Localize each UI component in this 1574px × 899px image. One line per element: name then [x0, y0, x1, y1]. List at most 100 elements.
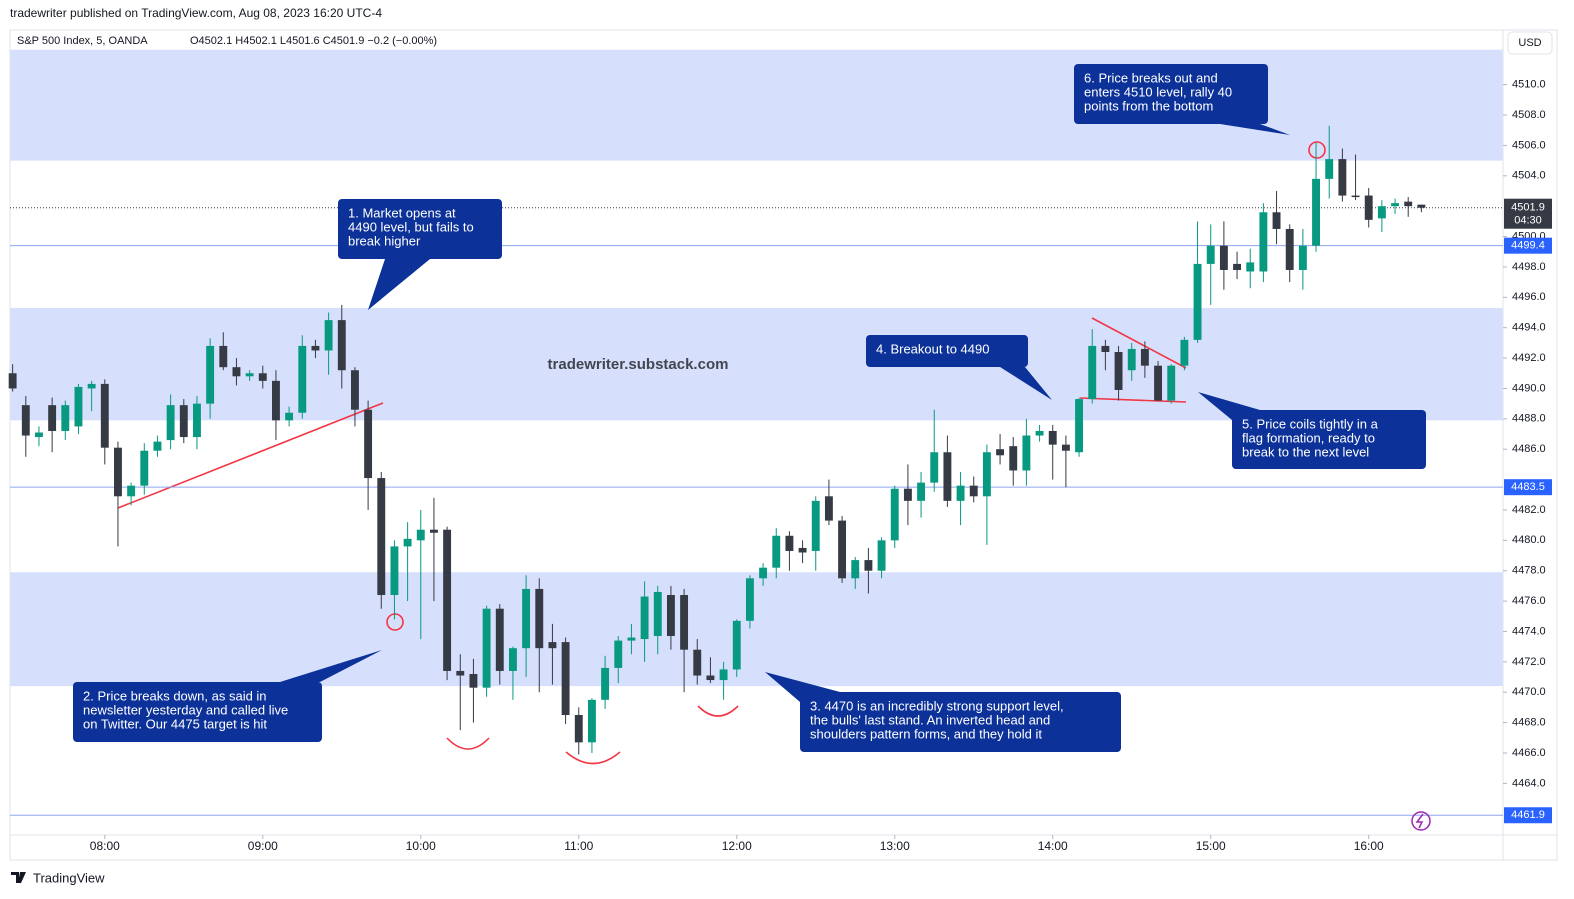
callout-box [1232, 410, 1426, 469]
y-tick-label: 4504.0 [1512, 170, 1546, 182]
callout-text: 6. Price breaks out and [1084, 70, 1218, 85]
y-tick-label: 4472.0 [1512, 656, 1546, 668]
callout-text: break higher [348, 233, 421, 248]
level-label-bg [1504, 807, 1552, 824]
callout-text: break to the next level [1242, 444, 1369, 459]
candle-body [324, 320, 333, 351]
alert-icon[interactable] [1411, 811, 1431, 831]
candle-body [877, 540, 886, 571]
marker-circle [1308, 141, 1326, 159]
candle-body [61, 405, 70, 431]
candle-body [48, 405, 57, 431]
y-tick-label: 4478.0 [1512, 565, 1546, 577]
candle-body [1312, 178, 1320, 246]
candle-body [1193, 263, 1202, 340]
candle-body [469, 674, 478, 688]
flag-line [1079, 397, 1187, 403]
candle-body [1206, 245, 1215, 264]
last-price-bg [1504, 198, 1552, 229]
callout-pointer [368, 259, 430, 310]
candle-body [245, 373, 254, 377]
callout-text: 4490 level, but fails to [348, 219, 474, 234]
candle-body [390, 546, 399, 596]
candle-body [548, 642, 557, 649]
candle-body [811, 500, 820, 551]
callout-pointer [280, 650, 382, 682]
candle-body [1061, 444, 1070, 451]
y-tick-label: 4468.0 [1512, 717, 1546, 729]
candle-body [1048, 430, 1057, 445]
y-tick-label: 4464.0 [1512, 777, 1546, 789]
watermark: tradewriter.substack.com [548, 356, 729, 373]
candle-body [1417, 204, 1426, 208]
x-tick-label: 14:00 [1038, 839, 1068, 853]
candle-body [1180, 339, 1189, 366]
y-tick-label: 4470.0 [1512, 686, 1546, 698]
callout-text: 4. Breakout to 4490 [876, 341, 989, 356]
candle-body [838, 520, 847, 579]
candle-body [285, 412, 294, 421]
candle-body [35, 432, 43, 438]
level-label-bg [1504, 479, 1552, 496]
candle-body [21, 405, 30, 436]
candle-body [443, 529, 452, 671]
candle-body [956, 485, 965, 501]
y-tick-label: 4474.0 [1512, 625, 1546, 637]
candle-body [206, 345, 215, 404]
level-label-bg [1504, 237, 1552, 254]
candle-body [495, 608, 504, 671]
marker-circle [386, 613, 404, 631]
candle-body [666, 595, 675, 637]
x-tick-label: 16:00 [1354, 839, 1384, 853]
callout-text: the bulls' last stand. An inverted head … [810, 712, 1050, 727]
candle-body [1351, 195, 1360, 198]
candle-body [179, 405, 188, 438]
candle-body [798, 547, 807, 553]
candle-body [193, 403, 201, 438]
candle-body [1009, 446, 1018, 471]
publisher: tradewriter published on TradingView.com… [10, 6, 382, 20]
candle-body [561, 642, 570, 716]
candle-body [100, 383, 109, 448]
candle-body [824, 496, 833, 521]
flag-line [1091, 317, 1187, 369]
candle-body [864, 560, 873, 571]
candle-body [1075, 399, 1084, 453]
callout-box [1074, 64, 1268, 124]
candle-body [1022, 435, 1031, 471]
currency-button[interactable] [1507, 31, 1553, 55]
y-tick-label: 4506.0 [1512, 139, 1546, 151]
x-tick-label: 10:00 [406, 839, 436, 853]
brand-logo [11, 872, 26, 883]
callout-pointer [1000, 367, 1052, 400]
candle-body [140, 450, 149, 486]
candle-body [364, 409, 373, 479]
candle-body [114, 447, 122, 497]
candle-body [614, 640, 623, 668]
y-tick-label: 4492.0 [1512, 352, 1546, 364]
callout-text: 5. Price coils tightly in a [1242, 416, 1379, 431]
candle-body [271, 380, 280, 421]
candle-body [377, 478, 386, 596]
candle-body [706, 675, 715, 681]
candle-body [1246, 262, 1255, 272]
alert-icon-bolt [1415, 813, 1424, 829]
x-tick-label: 08:00 [90, 839, 120, 853]
x-tick-label: 15:00 [1196, 839, 1226, 853]
callout-box [73, 682, 322, 742]
y-tick-label: 4480.0 [1512, 534, 1546, 546]
candle-body [522, 588, 531, 649]
brand: TradingView [33, 870, 105, 885]
candle-body [627, 637, 636, 641]
candle-body [298, 345, 307, 413]
callout-text: enters 4510 level, rally 40 [1084, 84, 1232, 99]
candle-body [1101, 345, 1110, 352]
candle-body [429, 529, 438, 533]
candle-body [601, 667, 610, 700]
currency[interactable]: USD [1518, 37, 1541, 49]
zone [10, 49, 1503, 161]
drawings [117, 141, 1326, 765]
x-tick-label: 13:00 [880, 839, 910, 853]
callout-text: points from the bottom [1084, 98, 1213, 113]
head-arc [565, 751, 621, 765]
